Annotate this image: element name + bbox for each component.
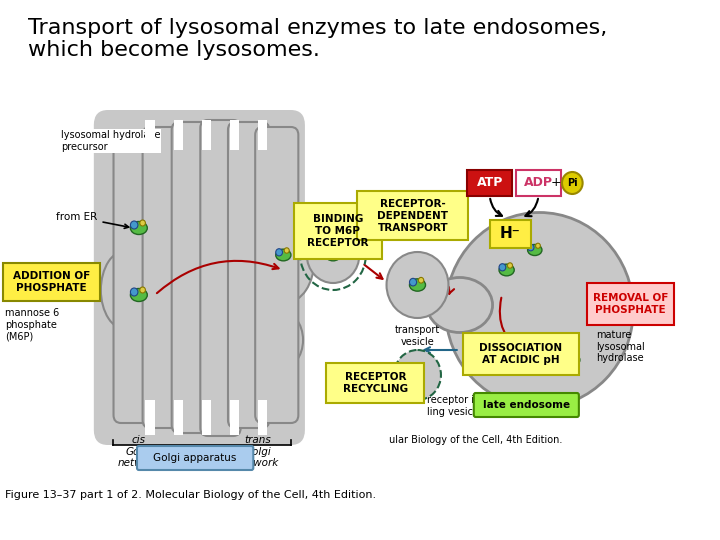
FancyBboxPatch shape [202,120,211,150]
Ellipse shape [427,278,492,333]
Circle shape [531,333,536,338]
FancyBboxPatch shape [145,400,155,435]
Text: REMOVAL OF
PHOSPHATE: REMOVAL OF PHOSPHATE [593,293,668,315]
Text: from ER: from ER [56,212,129,228]
FancyBboxPatch shape [516,170,561,196]
Text: ADP: ADP [524,177,553,190]
Text: transport
vesicle: transport vesicle [395,325,440,347]
FancyBboxPatch shape [145,120,155,150]
Text: BINDING
TO M6P
RECEPTOR: BINDING TO M6P RECEPTOR [307,214,369,248]
Circle shape [394,350,441,400]
Circle shape [418,278,424,283]
FancyBboxPatch shape [202,400,211,435]
FancyBboxPatch shape [137,446,253,470]
FancyBboxPatch shape [143,127,186,428]
FancyBboxPatch shape [230,120,239,150]
Text: ADDITION OF
PHOSPHATE: ADDITION OF PHOSPHATE [13,271,90,293]
Circle shape [130,221,138,229]
Circle shape [130,288,138,296]
Circle shape [140,220,145,226]
Text: Transport of lysosomal enzymes to late endosomes,: Transport of lysosomal enzymes to late e… [28,18,608,38]
FancyBboxPatch shape [171,122,213,433]
FancyBboxPatch shape [3,263,100,301]
Text: mannose 6
phosphate
(M6P): mannose 6 phosphate (M6P) [5,308,59,341]
Text: H⁻: H⁻ [500,226,521,241]
Circle shape [528,244,534,251]
Circle shape [508,263,513,268]
FancyBboxPatch shape [228,122,269,428]
Ellipse shape [410,279,426,291]
Circle shape [140,287,145,293]
FancyBboxPatch shape [94,110,305,445]
Ellipse shape [523,334,538,346]
FancyBboxPatch shape [114,132,158,423]
Ellipse shape [256,310,303,370]
Text: ATP: ATP [477,177,503,190]
Circle shape [410,278,417,286]
Circle shape [564,354,572,361]
Text: cis
Golgi
network: cis Golgi network [118,435,160,468]
Text: ular Biology of the Cell, 4th Edition.: ular Biology of the Cell, 4th Edition. [390,435,563,445]
Text: Golgi apparatus: Golgi apparatus [153,453,237,463]
FancyBboxPatch shape [255,127,298,423]
Ellipse shape [258,218,315,302]
Ellipse shape [499,264,514,276]
FancyBboxPatch shape [258,120,267,150]
Text: trans
Golgi
network: trans Golgi network [237,435,279,468]
Text: clathrin coat: clathrin coat [355,210,416,220]
Ellipse shape [130,221,148,234]
Ellipse shape [325,249,341,261]
Text: mature
lysosomal
hydrolase: mature lysosomal hydrolase [595,330,644,363]
Circle shape [325,249,332,256]
Text: DISSOCIATION
AT ACIDIC pH: DISSOCIATION AT ACIDIC pH [479,343,562,365]
FancyBboxPatch shape [294,203,382,259]
FancyBboxPatch shape [356,191,468,240]
Circle shape [536,243,540,248]
FancyBboxPatch shape [258,400,267,435]
Ellipse shape [564,354,580,366]
Circle shape [284,248,289,253]
Ellipse shape [130,288,148,301]
Ellipse shape [101,250,153,330]
Text: lysosomal hydrolase
precursor: lysosomal hydrolase precursor [61,130,161,152]
Circle shape [307,227,359,283]
Circle shape [387,252,449,318]
Text: +: + [550,177,561,190]
Ellipse shape [446,213,634,408]
Text: which become lysosomes.: which become lysosomes. [28,40,320,60]
Text: late endosome: late endosome [483,400,570,410]
FancyBboxPatch shape [474,393,579,417]
Circle shape [334,248,339,253]
Circle shape [562,172,582,194]
Text: Figure 13–37 part 1 of 2. Molecular Biology of the Cell, 4th Edition.: Figure 13–37 part 1 of 2. Molecular Biol… [5,490,376,500]
Text: RECEPTOR-
DEPENDENT
TRANSPORT: RECEPTOR- DEPENDENT TRANSPORT [377,199,449,233]
Circle shape [573,353,578,358]
Ellipse shape [528,245,542,255]
Text: Pi: Pi [567,178,577,188]
FancyBboxPatch shape [230,400,239,435]
Circle shape [276,249,282,256]
FancyBboxPatch shape [462,333,579,375]
Circle shape [523,334,529,341]
Circle shape [499,264,505,271]
Text: receptor in
ling vesicle: receptor in ling vesicle [427,395,482,416]
FancyBboxPatch shape [588,283,674,325]
FancyBboxPatch shape [467,170,512,196]
Text: RECEPTOR
RECYCLING: RECEPTOR RECYCLING [343,372,408,394]
FancyBboxPatch shape [490,220,531,248]
FancyBboxPatch shape [326,363,424,403]
FancyBboxPatch shape [200,120,240,436]
Ellipse shape [276,249,291,261]
FancyBboxPatch shape [174,120,183,150]
FancyBboxPatch shape [174,400,183,435]
